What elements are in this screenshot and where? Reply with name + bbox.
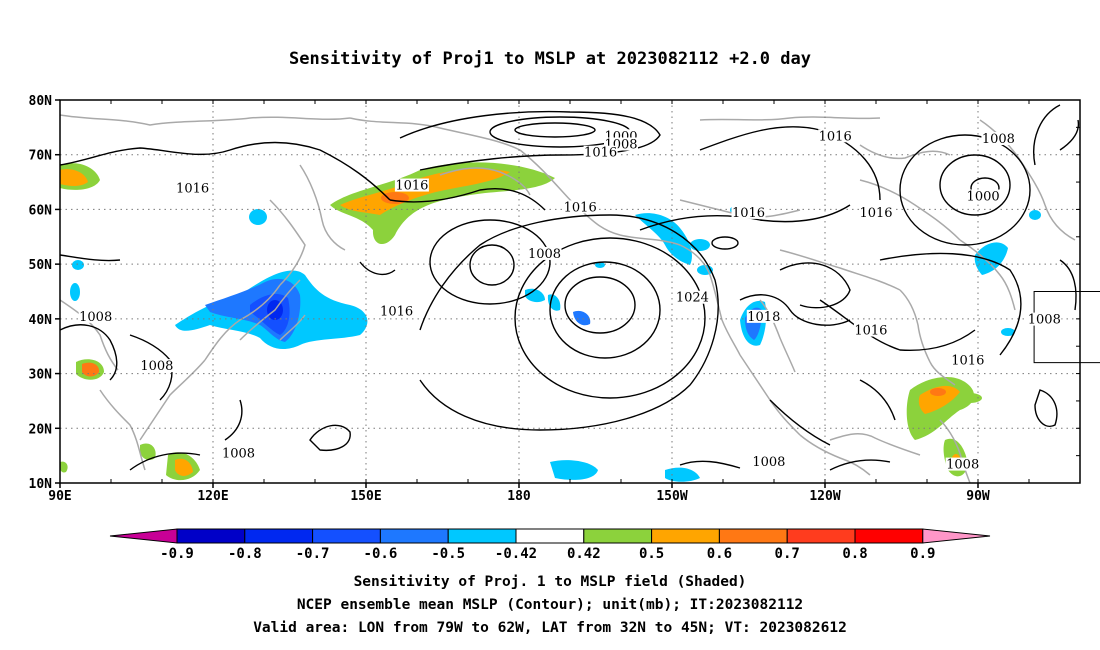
contour-label: 1016 — [176, 181, 209, 196]
contour-label-bg — [139, 359, 174, 373]
colorbar-label: -0.7 — [296, 546, 330, 562]
colorbar-segment — [244, 528, 314, 544]
contour-label: 1016 — [584, 146, 617, 161]
colorbar-label: 0.5 — [639, 546, 664, 562]
colorbar-segment — [583, 528, 653, 544]
lat-tick-label: 60N — [29, 203, 53, 218]
contour-label: 1016 — [854, 324, 887, 339]
contour-label: 1008 — [946, 458, 979, 473]
lat-tick-label: 10N — [29, 477, 53, 492]
contour-label: 1008 — [222, 447, 255, 462]
contour-label-bg — [78, 309, 113, 323]
colorbar-label: -0.8 — [228, 546, 262, 562]
lon-tick-label: 120E — [197, 489, 228, 504]
lat-tick-label: 50N — [29, 258, 53, 273]
contour-label: 1008 — [79, 310, 112, 325]
contour-label-bg — [379, 304, 414, 318]
lon-tick-label: 90W — [966, 489, 990, 504]
lat-tick-label: 80N — [29, 94, 53, 109]
contour-label: 1018 — [747, 310, 780, 325]
lon-tick-label: 150E — [350, 489, 381, 504]
lon-tick-label: 150W — [656, 489, 687, 504]
mslp-contours — [60, 104, 1080, 471]
colorbar-segment — [312, 528, 381, 544]
colorbar-label: -0.5 — [431, 546, 465, 562]
contour-label: 1016 — [564, 200, 597, 215]
map-axes: 10N 20N 30N 40N 50N 60N 70N 80N 90E 120E 150E 180 15… — [29, 94, 1081, 504]
colorbar-segment — [176, 528, 246, 544]
lat-tick-label: 30N — [29, 368, 53, 383]
caption-line-3: Valid area: LON from 79W to 62W, LAT fro… — [253, 620, 847, 636]
coastlines — [60, 114, 1076, 483]
contour-label-bg — [731, 205, 766, 219]
colorbar-segment — [515, 528, 585, 544]
contour-label-bg — [751, 454, 786, 468]
contour-label-bg — [818, 129, 853, 143]
contour-label-bg — [853, 323, 888, 337]
contour-label-bg — [563, 200, 598, 214]
lat-tick-label: 40N — [29, 313, 53, 328]
map-title: Sensitivity of Proj1 to MSLP at 20230821… — [289, 49, 811, 69]
caption-line-2: NCEP ensemble mean MSLP (Contour); unit(… — [296, 597, 804, 613]
colorbar-low-arrow — [109, 528, 178, 544]
contour-label-bg — [675, 290, 710, 304]
lon-tick-label: 90E — [48, 489, 71, 504]
colorbar-label: 0.7 — [775, 546, 800, 562]
contour-label: 1024 — [676, 291, 709, 306]
colorbar-label: 0.42 — [567, 546, 601, 562]
sensitivity-shading — [60, 162, 1041, 482]
contour-label: 1016 — [859, 206, 892, 221]
colorbar-label: 0.9 — [910, 546, 935, 562]
lat-tick-label: 20N — [29, 422, 53, 437]
colorbar-high-arrow — [922, 528, 991, 544]
colorbar-segment — [786, 528, 856, 544]
colorbar-label: 0.8 — [842, 546, 867, 562]
contour-label: 1016 — [395, 179, 428, 194]
contour-label-bg — [746, 309, 781, 323]
lat-tick-label: 70N — [29, 149, 53, 164]
contour-label: 1008 — [1028, 313, 1061, 328]
colorbar-label: 0.6 — [707, 546, 732, 562]
colorbar-segment — [651, 528, 720, 544]
contour-label-bg — [527, 246, 562, 260]
contour-label: 1008 — [752, 455, 785, 470]
negative-patch-pacific — [70, 209, 767, 482]
positive-patch-siberia — [330, 162, 555, 245]
colorbar-segment — [447, 528, 517, 544]
colorbar-segment — [718, 528, 788, 544]
contour-label: 1008 — [140, 359, 173, 374]
contour-label-bg — [1027, 312, 1062, 326]
colorbar-segment — [854, 528, 924, 544]
contour-label-bg — [950, 353, 985, 367]
positive-patch-west — [60, 163, 200, 481]
contour-label: 1016 — [951, 354, 984, 369]
colorbar-label: -0.9 — [160, 546, 194, 562]
contour-label-bg — [859, 205, 893, 219]
contour-label-bg — [221, 446, 256, 460]
contour-label-bg — [981, 132, 1016, 146]
contour-label-bg — [966, 189, 1001, 203]
negative-patch-japan — [175, 270, 368, 350]
contour-label: 1008 — [528, 247, 561, 262]
graticule — [60, 100, 1080, 483]
contour-label-bg — [583, 145, 618, 159]
lon-tick-label: 120W — [809, 489, 840, 504]
contour-label: 1016 — [732, 206, 765, 221]
colorbar-segment — [379, 528, 449, 544]
contour-label: 1008 — [982, 132, 1015, 147]
contour-label: 1016 — [819, 129, 852, 144]
colorbar: -0.9 -0.8 -0.7 -0.6 -0.5 -0.42 0.42 0.5 0.6 0.7 0.… — [109, 528, 991, 562]
colorbar-label: -0.6 — [364, 546, 398, 562]
contour-label-bg — [175, 181, 210, 195]
contour-label: 1000 — [967, 189, 1000, 204]
contour-label-bg — [945, 457, 980, 471]
caption-line-1: Sensitivity of Proj. 1 to MSLP field (Sh… — [353, 574, 747, 590]
lon-tick-label: 180 — [507, 489, 531, 504]
contour-label-bg — [394, 178, 429, 192]
contour-label: 1016 — [380, 304, 413, 319]
colorbar-label: -0.42 — [495, 546, 537, 562]
